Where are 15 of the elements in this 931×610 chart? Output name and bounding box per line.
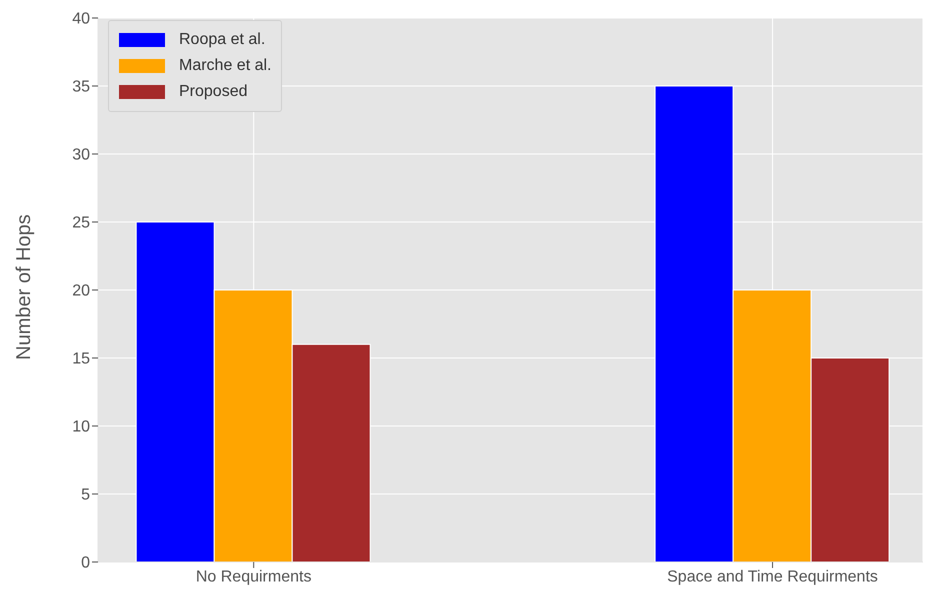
y-tick-label: 35: [72, 78, 90, 96]
y-tick-label: 10: [72, 418, 90, 436]
y-axis-title: Number of Hops: [13, 214, 36, 360]
legend-label: Marche et al.: [179, 57, 272, 75]
x-tick-label: No Requirments: [196, 568, 312, 586]
y-tick-label: 40: [72, 10, 90, 28]
legend-label: Roopa et al.: [179, 31, 266, 49]
y-tick-label: 30: [72, 146, 90, 164]
legend-label: Proposed: [179, 83, 248, 101]
y-tick-label: 25: [72, 214, 90, 232]
x-tick-label: Space and Time Requirments: [667, 568, 878, 586]
y-tick-label: 0: [81, 554, 90, 572]
y-tick-label: 5: [81, 486, 90, 504]
y-tick-label: 15: [72, 350, 90, 368]
y-tick-label: 20: [72, 282, 90, 300]
